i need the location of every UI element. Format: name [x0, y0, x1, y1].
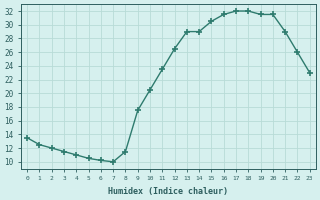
X-axis label: Humidex (Indice chaleur): Humidex (Indice chaleur): [108, 187, 228, 196]
